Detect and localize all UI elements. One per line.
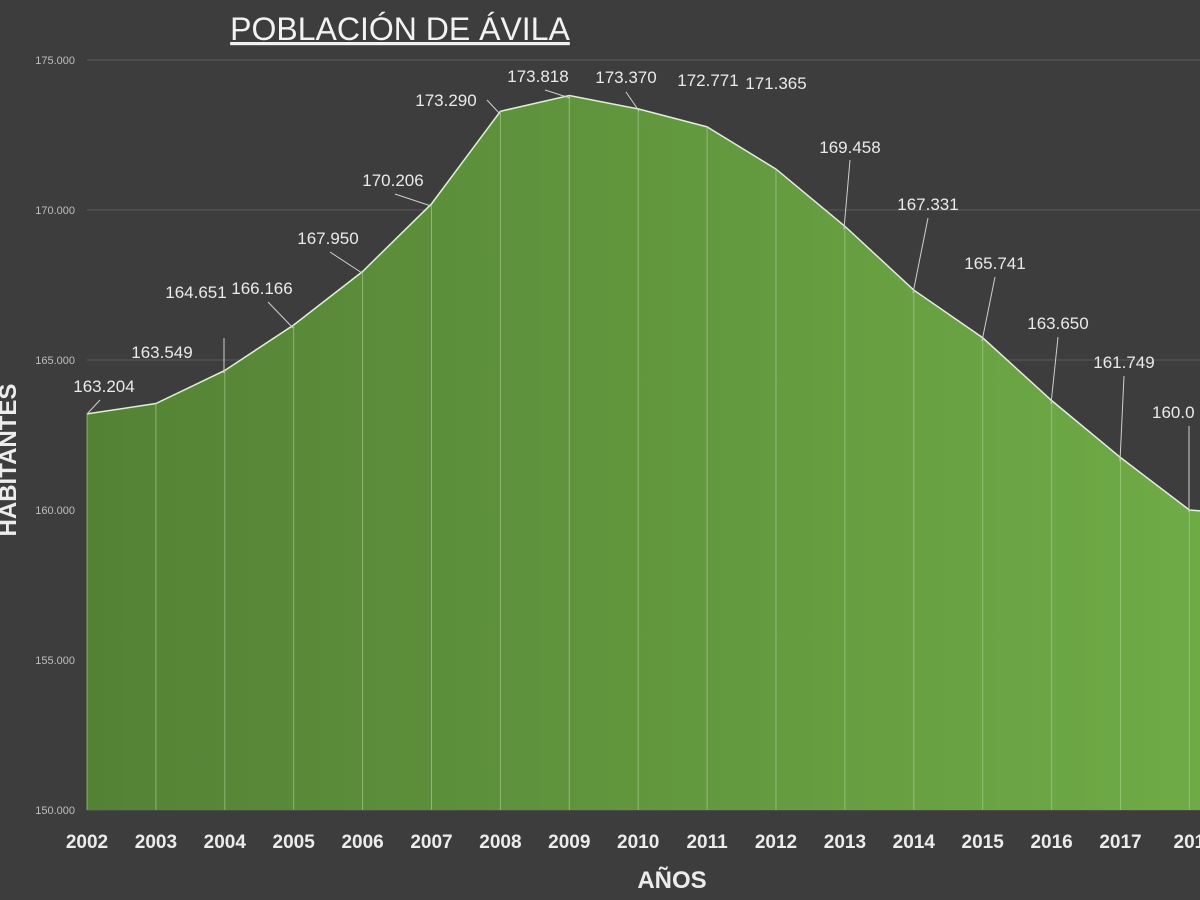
leader-line <box>1050 336 1059 405</box>
x-tick-label: 2005 <box>273 832 316 853</box>
leader-line <box>1119 375 1125 462</box>
x-tick-label: 2009 <box>548 832 590 853</box>
data-label: 173.290 <box>415 91 476 110</box>
y-axis-ticks: 150.000 155.000 160.000 165.000 170.000 175.0… <box>35 55 75 817</box>
label-leader-lines <box>86 89 1190 512</box>
x-tick-label: 2014 <box>893 832 936 853</box>
x-tick-label: 2011 <box>686 832 728 853</box>
leader-line <box>625 91 640 112</box>
x-tick-label: 2015 <box>962 832 1005 853</box>
leader-line <box>843 159 851 230</box>
data-label: 165.741 <box>964 254 1025 273</box>
leader-line <box>267 301 294 329</box>
data-label: 161.749 <box>1093 353 1154 372</box>
data-label: 164.651 <box>165 283 226 302</box>
data-label: 163.650 <box>1027 314 1088 333</box>
x-tick-label: 2006 <box>341 832 383 853</box>
data-labels: 163.204 163.549 164.651 166.166 167.950 170.2… <box>73 67 1194 422</box>
leader-line <box>329 251 363 274</box>
leader-line <box>394 193 432 207</box>
droplines <box>86 95 1190 810</box>
x-tick-label: 2012 <box>755 832 797 853</box>
data-label: 169.458 <box>819 138 880 157</box>
leader-line <box>981 276 996 342</box>
data-label: 167.950 <box>297 229 358 248</box>
x-tick-label: 2017 <box>1099 832 1141 853</box>
y-tick-label: 170.000 <box>35 205 75 217</box>
x-tick-label: 2010 <box>617 832 659 853</box>
data-label: 173.370 <box>595 68 656 87</box>
data-label: 170.206 <box>362 171 423 190</box>
x-tick-label: 2007 <box>410 832 452 853</box>
y-axis-label: HABITANTES <box>0 384 22 537</box>
area-fill <box>87 95 1200 810</box>
y-tick-label: 160.000 <box>35 505 75 517</box>
data-label: 163.549 <box>131 343 192 362</box>
y-tick-label: 175.000 <box>35 55 75 67</box>
x-tick-label: 2004 <box>204 832 247 853</box>
data-label: 171.365 <box>745 74 806 93</box>
leader-line <box>86 399 101 415</box>
x-tick-label: 2003 <box>135 832 177 853</box>
leader-line <box>486 99 501 115</box>
area-series <box>86 94 1200 810</box>
x-tick-label: 201 <box>1174 832 1200 853</box>
leader-line <box>544 89 571 99</box>
series-line <box>86 94 1200 512</box>
y-tick-label: 155.000 <box>35 655 75 667</box>
data-label: 160.0 <box>1152 403 1195 422</box>
x-axis-ticks: 2002 2003 2004 2005 2006 2007 2008 2009 2010 2011… <box>66 832 1200 853</box>
data-label: 166.166 <box>231 279 292 298</box>
data-label: 163.204 <box>73 377 134 396</box>
y-tick-label: 150.000 <box>35 805 75 817</box>
x-tick-label: 2002 <box>66 832 108 853</box>
data-label: 167.331 <box>897 195 958 214</box>
x-tick-label: 2016 <box>1030 832 1072 853</box>
y-tick-label: 165.000 <box>35 355 75 367</box>
leader-line <box>912 217 929 294</box>
x-axis-label: AÑOS <box>637 866 706 894</box>
data-label: 172.771 <box>677 71 738 90</box>
x-tick-label: 2013 <box>824 832 866 853</box>
x-tick-label: 2008 <box>479 832 521 853</box>
chart-title: POBLACIÓN DE ÁVILA <box>230 11 570 47</box>
data-label: 173.818 <box>507 67 568 86</box>
